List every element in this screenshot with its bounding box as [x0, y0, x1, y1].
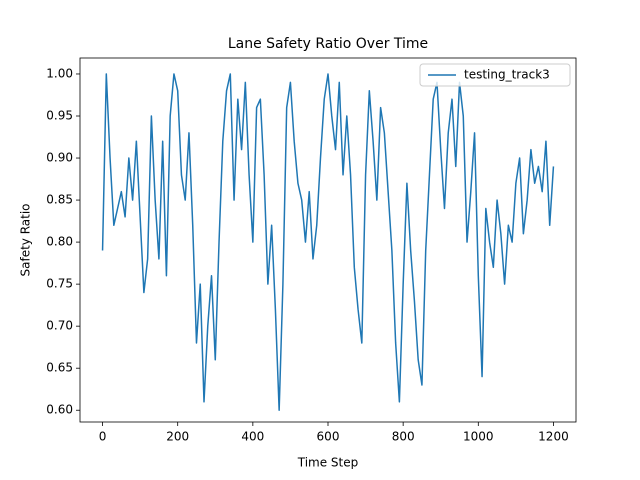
- x-tick-label: 600: [317, 430, 340, 444]
- y-tick-label: 0.75: [46, 277, 73, 291]
- y-tick-label: 0.95: [46, 109, 73, 123]
- x-tick-label: 800: [392, 430, 415, 444]
- x-axis-label: Time Step: [297, 456, 359, 470]
- plot-frame: [79, 57, 577, 423]
- x-tick-label: 200: [166, 430, 189, 444]
- y-tick-label: 1.00: [46, 66, 73, 80]
- y-tick-label: 0.90: [46, 151, 73, 165]
- x-tick-label: 0: [99, 430, 107, 444]
- legend-label: testing_track3: [464, 68, 550, 82]
- x-tick-label: 400: [241, 430, 264, 444]
- y-tick-label: 0.80: [46, 235, 73, 249]
- y-tick-label: 0.70: [46, 319, 73, 333]
- x-tick-label: 1000: [463, 430, 494, 444]
- y-tick-label: 0.65: [46, 361, 73, 375]
- data-line: [101, 73, 555, 411]
- y-axis-label: Safety Ratio: [19, 203, 33, 276]
- chart-title: Lane Safety Ratio Over Time: [228, 36, 428, 52]
- legend-box: [419, 63, 571, 87]
- y-tick-label: 0.85: [46, 193, 73, 207]
- y-tick-label: 0.60: [46, 403, 73, 417]
- x-tick-label: 1200: [538, 430, 569, 444]
